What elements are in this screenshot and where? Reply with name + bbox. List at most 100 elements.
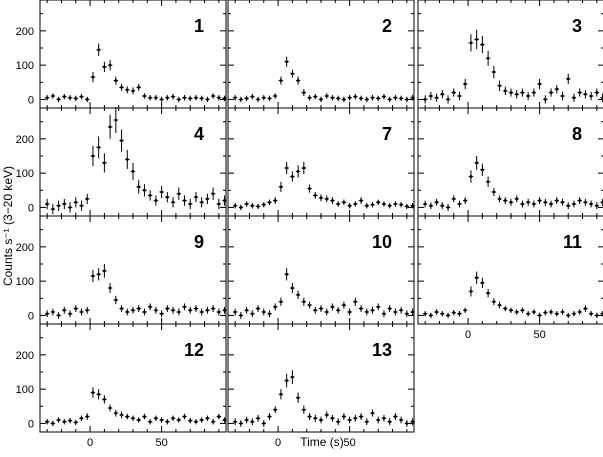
data-point (583, 90, 588, 99)
panel-7: 7 (227, 107, 415, 217)
data-point (62, 418, 67, 425)
panel-13: 0 50 13 (227, 323, 415, 449)
data-point (193, 418, 199, 425)
marker (365, 420, 369, 424)
data-point (335, 95, 341, 102)
marker (154, 199, 158, 202)
data-point (548, 88, 554, 97)
data-point (520, 200, 525, 208)
marker (160, 190, 164, 194)
marker (57, 204, 60, 208)
marker (302, 408, 306, 412)
marker (359, 415, 363, 418)
marker (285, 60, 289, 64)
data-point (508, 307, 514, 314)
marker (475, 276, 479, 280)
marker (538, 82, 542, 86)
marker (120, 86, 123, 89)
data-point (290, 282, 295, 294)
data-point (295, 165, 301, 178)
marker (183, 305, 186, 309)
marker (57, 314, 60, 317)
data-point (210, 93, 216, 99)
marker (245, 418, 249, 422)
x-tick-label: 0 (275, 437, 281, 449)
data-point (284, 373, 289, 388)
marker (85, 415, 89, 418)
data-point (44, 418, 50, 425)
y-tick-label: 200 (16, 242, 34, 254)
marker (543, 98, 547, 101)
marker (262, 422, 266, 425)
marker (555, 199, 559, 202)
marker (211, 307, 215, 310)
marker (532, 202, 536, 206)
marker (376, 418, 380, 422)
marker (285, 166, 289, 170)
data-point (113, 106, 119, 134)
marker (183, 199, 186, 202)
marker (206, 197, 209, 201)
data-point (358, 95, 364, 102)
data-point (188, 306, 193, 314)
marker (549, 91, 553, 94)
marker (233, 204, 237, 208)
data-point (543, 95, 548, 104)
data-point (485, 176, 491, 187)
marker (532, 91, 536, 94)
data-point (165, 305, 170, 312)
marker (102, 269, 106, 273)
marker (313, 95, 317, 99)
data-point (244, 95, 249, 102)
data-point (330, 414, 335, 422)
data-point (451, 309, 456, 316)
data-point (468, 286, 474, 297)
marker (125, 158, 129, 161)
data-point (525, 198, 531, 206)
marker (268, 97, 271, 100)
data-point (278, 181, 284, 192)
data-point (232, 418, 238, 426)
marker (365, 310, 369, 314)
marker (566, 314, 570, 317)
data-point (153, 306, 159, 314)
panel-3: 3 (417, 0, 603, 109)
data-point (222, 306, 227, 314)
data-point (119, 129, 124, 152)
data-point (531, 309, 537, 315)
marker (561, 310, 564, 314)
marker (359, 97, 363, 100)
data-point (284, 56, 289, 67)
marker (68, 96, 72, 100)
data-point (347, 94, 352, 101)
data-point (278, 297, 284, 306)
marker (285, 379, 289, 382)
data-point (67, 94, 73, 101)
data-point (295, 76, 301, 85)
data-point (136, 84, 141, 91)
marker (463, 199, 467, 202)
data-point (107, 60, 113, 71)
marker (348, 204, 352, 208)
marker (353, 416, 357, 420)
data-point (188, 95, 193, 102)
data-point (79, 415, 84, 422)
marker (51, 310, 55, 314)
marker (51, 94, 55, 98)
y-tick-label: 0 (28, 418, 34, 430)
data-point (107, 404, 113, 412)
data-point (491, 298, 497, 306)
data-point (216, 308, 222, 316)
data-point (307, 184, 312, 193)
data-point (56, 312, 61, 319)
marker (211, 94, 215, 98)
marker (394, 96, 397, 100)
marker (538, 314, 542, 317)
marker (154, 416, 158, 420)
data-point (387, 202, 392, 209)
data-point (244, 416, 249, 424)
marker (595, 314, 599, 317)
data-point (335, 418, 341, 426)
data-point (497, 301, 502, 309)
marker (256, 98, 260, 101)
